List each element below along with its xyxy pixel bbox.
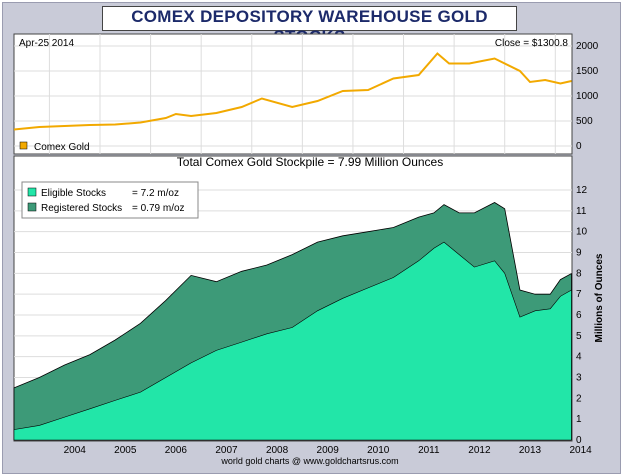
x-tick: 2012 [468,445,491,456]
bottom-y-tick: 0 [576,435,582,446]
bottom-y-tick: 9 [576,248,582,259]
top-y-tick: 0 [576,141,582,152]
stocks-legend [21,181,199,219]
bottom-y-tick: 12 [576,185,588,196]
x-tick: 2007 [215,445,238,456]
x-tick: 2014 [569,445,592,456]
title-box [102,6,517,31]
eligible-stocks-area [13,241,572,441]
x-tick: 2004 [64,445,87,456]
x-tick: 2010 [367,445,390,456]
footer-credit: world gold charts @ www.goldchartsrus.co… [220,456,398,466]
x-tick: 2013 [519,445,542,456]
top-y-tick: 500 [576,116,593,127]
eligible-legend-label: Eligible Stocks [41,188,106,199]
close-label: Close = $1300.8 [495,38,569,49]
stockpile-title: Total Comex Gold Stockpile = 7.99 Millio… [177,155,443,169]
y-axis-label: Millions of Ounces [594,253,605,342]
top-y-tick: 1000 [576,91,599,102]
x-tick: 2006 [165,445,188,456]
gold-price-line [13,52,572,131]
registered-legend-value: = 0.79 m/oz [132,203,185,214]
x-tick: 2011 [418,445,440,456]
bottom-y-tick: 5 [576,331,582,342]
bottom-y-tick: 11 [576,206,587,217]
date-label: Apr-25 2014 [19,38,74,49]
bottom-y-tick: 4 [576,352,582,363]
bottom-y-tick: 7 [576,289,582,300]
top-grid [14,45,572,147]
eligible-legend-value: = 7.2 m/oz [132,188,179,199]
x-tick: 2009 [317,445,340,456]
registered-legend-label: Registered Stocks [41,203,122,214]
bottom-y-tick: 10 [576,227,588,238]
gold-legend-swatch [19,141,28,150]
x-tick: 2008 [266,445,289,456]
bottom-y-tick: 6 [576,310,582,321]
registered-legend-swatch [27,202,37,212]
bottom-y-tick: 2 [576,393,582,404]
top-y-tick: 2000 [576,41,599,52]
top-y-tick: 1500 [576,66,599,77]
top-y-axis: 2000 1500 1000 500 0 [576,41,599,152]
bottom-y-tick: 3 [576,373,582,384]
bottom-y-tick: 1 [576,414,582,425]
top-plot-area [13,33,573,155]
gold-legend-label: Comex Gold [34,142,90,153]
x-tick: 2005 [114,445,137,456]
eligible-legend-swatch [27,187,37,197]
bottom-y-tick: 8 [576,268,582,279]
